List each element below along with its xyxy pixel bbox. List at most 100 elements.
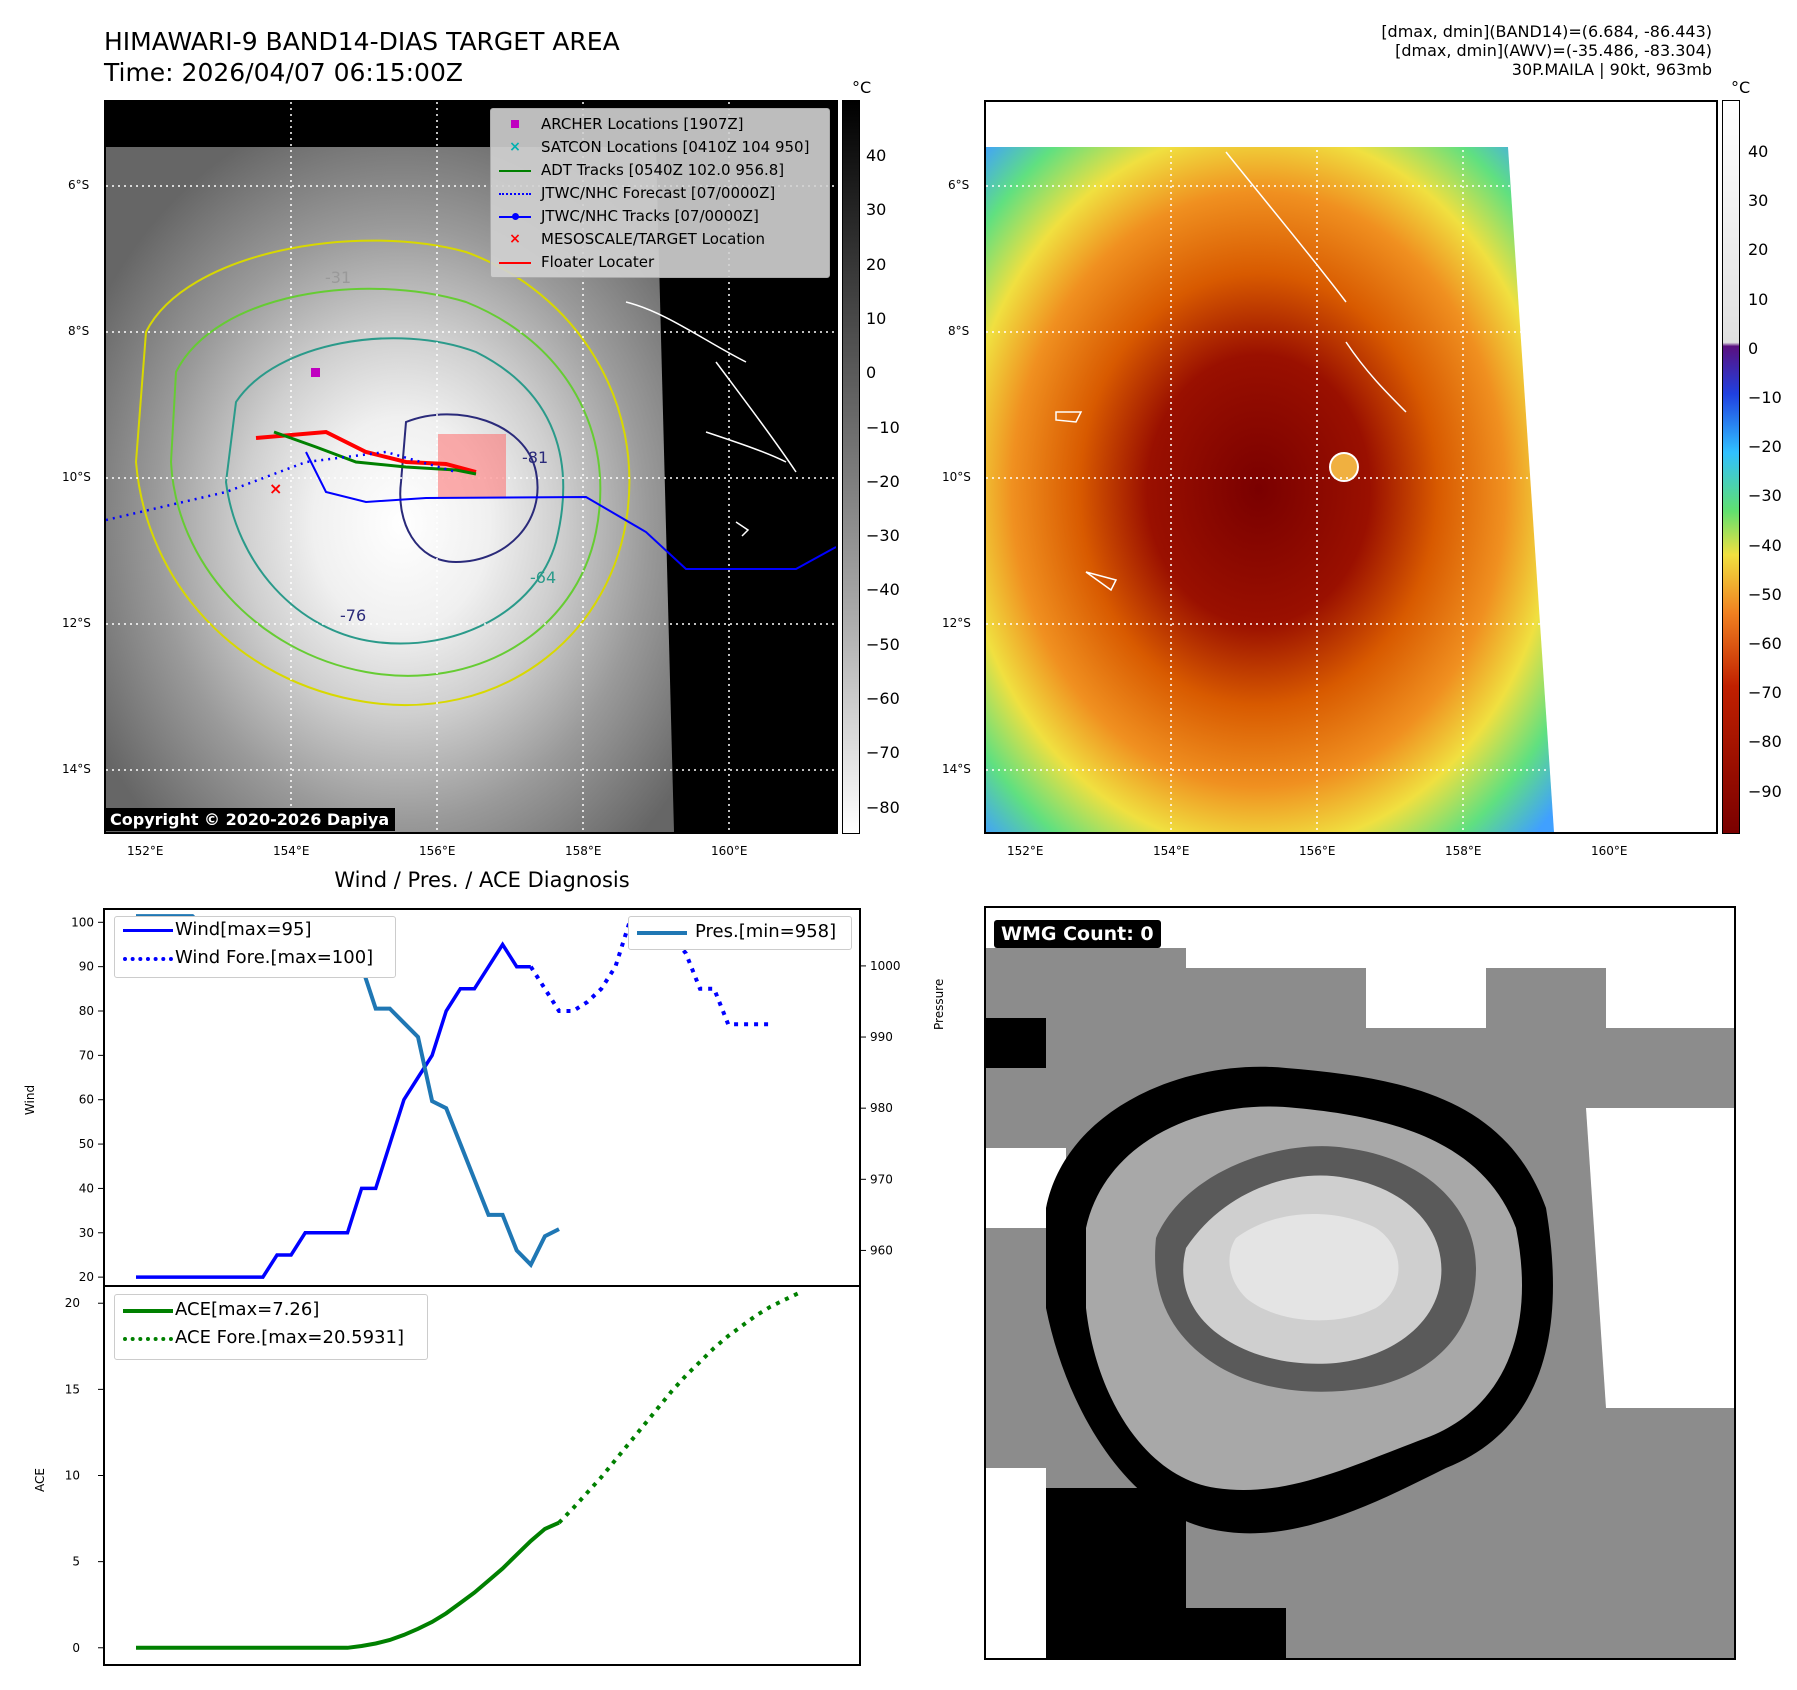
wind-tick-label: 60: [79, 1093, 94, 1107]
gray-colorbar-tick: −80: [866, 797, 900, 817]
gray-colorbar-tick: −10: [866, 417, 900, 437]
lat-label-3: 10°S: [62, 470, 91, 484]
color-lat-label-4: 12°S: [942, 616, 971, 630]
gray-colorbar-tick: 30: [866, 200, 887, 220]
wind-ticks: 100 90 80 70 60 50 40 30 20: [71, 915, 104, 1284]
legend-floater-label: Floater Locater: [541, 253, 655, 271]
color-lat-label-5: 14°S: [942, 762, 971, 776]
plot-title: HIMAWARI-9 BAND14-DIAS TARGET AREA Time:…: [104, 26, 620, 88]
gray-colorbar-tick: −40: [866, 580, 900, 600]
pres-ticks: 1000 990 980 970 960: [860, 959, 900, 1257]
contour-teal: [224, 337, 565, 645]
ace-legend: ACE[max=7.26] ACE Fore.[max=20.5931]: [114, 1294, 428, 1360]
ace-tick-label: 15: [65, 1382, 80, 1396]
title-line-1: HIMAWARI-9 BAND14-DIAS TARGET AREA: [104, 27, 620, 56]
legend-archer: ARCHER Locations [1907Z]: [491, 113, 829, 135]
lat-label-2: 8°S: [68, 324, 90, 338]
wmg-white-top: [986, 908, 1734, 1028]
ace-ylabel: ACE: [33, 1468, 47, 1492]
legend-archer-label: ARCHER Locations [1907Z]: [541, 115, 744, 133]
lat-label-5: 14°S: [62, 762, 91, 776]
gray-colorbar-tick: −60: [866, 689, 900, 708]
archer-location: [311, 368, 320, 377]
wind-series: [136, 941, 531, 1279]
diag-title: Wind / Pres. / ACE Diagnosis: [334, 868, 630, 892]
color-lat-label-3: 10°S: [942, 470, 971, 484]
wmg-count-badge: WMG Count: 0: [994, 920, 1161, 948]
wind-ylabel: Wind: [23, 1085, 37, 1115]
storm-info: [dmax, dmin](BAND14)=(6.684, -86.443) [d…: [1381, 22, 1712, 79]
gray-colorbar-tick: −70: [866, 743, 900, 763]
x-icon: ×: [509, 231, 521, 247]
ace-legend-1: ACE[max=7.26]: [175, 1299, 320, 1320]
floater-box: [438, 434, 506, 497]
legend-jtwc-tracks-label: JTWC/NHC Tracks [07/0000Z]: [541, 207, 759, 225]
contour-label-2: -64: [530, 568, 557, 587]
color-colorbar-tick: −30: [1748, 486, 1782, 506]
wind-tick-label: 40: [79, 1181, 94, 1195]
pres-tick-label: 980: [870, 1101, 893, 1115]
legend-adt: ADT Tracks [0540Z 102.0 956.8]: [491, 159, 829, 181]
pres-legend-1: Pres.[min=958]: [695, 921, 837, 942]
ace-forecast-series: [557, 1291, 800, 1525]
info-line-3: 30P.MAILA | 90kt, 963mb: [1511, 60, 1712, 79]
ace-tick-label: 0: [72, 1641, 80, 1655]
contour-label-1: -31: [325, 268, 352, 287]
gray-colorbar-tick: −50: [866, 634, 900, 654]
dotted-line-icon: [123, 1337, 173, 1341]
lon-label-5: 160°E: [711, 844, 748, 858]
contour-green: [169, 287, 602, 677]
color-colorbar-tick: 10: [1748, 289, 1769, 309]
line-icon: [497, 254, 533, 270]
gray-colorbar-tick: 40: [866, 146, 887, 165]
ace-tick-label: 5: [72, 1555, 80, 1569]
legend-target-label: MESOSCALE/TARGET Location: [541, 230, 766, 248]
color-colorbar-tick: −70: [1748, 683, 1782, 703]
lat-label-4: 12°S: [62, 616, 91, 630]
legend-jtwc-tracks: JTWC/NHC Tracks [07/0000Z]: [491, 205, 829, 227]
legend-target: × MESOSCALE/TARGET Location: [491, 228, 829, 250]
gray-colorbar-tick: −30: [866, 526, 900, 546]
x-icon: ×: [509, 139, 521, 155]
ace-ticks: 20 15 10 5 0: [65, 1296, 104, 1655]
pres-tick-label: 1000: [870, 959, 900, 973]
title-line-2: Time: 2026/04/07 06:15:00Z: [104, 58, 463, 87]
ir-color-map: [984, 100, 1718, 834]
jtwc-track: [305, 451, 836, 570]
wind-tick-label: 100: [71, 915, 94, 929]
color-colorbar: [1722, 100, 1740, 834]
pres-legend: Pres.[min=958]: [628, 916, 852, 950]
gray-colorbar-tick: 0: [866, 363, 877, 383]
solid-line-icon: [123, 1309, 173, 1313]
color-colorbar-tick: −10: [1748, 388, 1782, 407]
legend-jtwc-forecast-label: JTWC/NHC Forecast [07/0000Z]: [541, 184, 776, 202]
legend-adt-label: ADT Tracks [0540Z 102.0 956.8]: [541, 161, 785, 179]
line-icon: [497, 162, 533, 178]
color-lon-label-4: 158°E: [1445, 844, 1482, 858]
color-colorbar-tick: −50: [1748, 584, 1782, 604]
pres-tick-label: 960: [870, 1243, 893, 1257]
lon-label-3: 156°E: [419, 844, 456, 858]
color-lat-label-1: 6°S: [948, 178, 970, 192]
line-dot-icon: [497, 208, 533, 224]
wind-legend-1: Wind[max=95]: [175, 919, 312, 940]
legend-satcon: × SATCON Locations [0410Z 104 950]: [491, 136, 829, 158]
ace-legend-2: ACE Fore.[max=20.5931]: [175, 1327, 404, 1348]
lon-label-1: 152°E: [127, 844, 164, 858]
wind-tick-label: 30: [79, 1226, 94, 1240]
color-colorbar-tick: −90: [1748, 781, 1782, 801]
wind-legend: Wind[max=95] Wind Fore.[max=100]: [114, 916, 396, 978]
map-legend: ARCHER Locations [1907Z] × SATCON Locati…: [490, 108, 830, 278]
color-colorbar-tick: 0: [1748, 338, 1759, 358]
color-lat-label-2: 8°S: [948, 324, 970, 338]
square-icon: [497, 116, 533, 132]
wind-tick-label: 80: [79, 1004, 94, 1018]
wmg-svg: [986, 908, 1734, 1658]
color-colorbar-tick: −80: [1748, 732, 1782, 752]
info-line-1: [dmax, dmin](BAND14)=(6.684, -86.443): [1381, 22, 1712, 41]
gray-colorbar: [842, 100, 860, 834]
contour-label-3: -76: [340, 606, 367, 625]
color-lon-label-5: 160°E: [1591, 844, 1628, 858]
adt-track: [273, 430, 477, 476]
